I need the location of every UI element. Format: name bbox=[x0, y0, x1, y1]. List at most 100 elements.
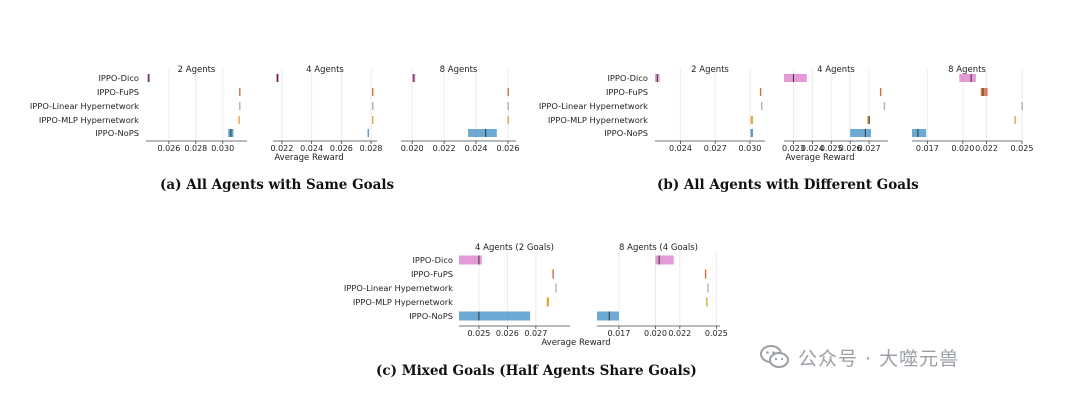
category-label-ippo-nops: IPPO-NoPS bbox=[604, 128, 648, 138]
box-ippo-fups bbox=[372, 88, 374, 96]
box-ippo-linear-hypernetwork bbox=[507, 102, 509, 110]
box-ippo-linear-hypernetwork bbox=[761, 102, 763, 110]
tick-label: 0.026 bbox=[330, 144, 353, 153]
panel-title: 4 Agents bbox=[817, 65, 855, 75]
box-ippo-mlp-hypernetwork bbox=[706, 297, 708, 307]
panel-title: 8 Agents bbox=[948, 65, 986, 75]
panel-2-agents: 0.024 0.027 0.030 2 Agents bbox=[655, 65, 765, 153]
panel-title: 2 Agents bbox=[691, 65, 729, 75]
panel-8-agents: 0.020 0.022 0.024 0.026 8 Agents bbox=[401, 65, 520, 153]
chart-a: IPPO-Dico IPPO-FuPS IPPO-Linear Hypernetwo… bbox=[30, 65, 520, 163]
tick-label: 0.025 bbox=[1011, 144, 1034, 153]
box-ippo-nops bbox=[468, 129, 497, 137]
panel-title: 4 Agents (2 Goals) bbox=[475, 243, 554, 253]
category-label-ippo-linear-hypernetwork: IPPO-Linear Hypernetwork bbox=[539, 101, 648, 111]
box-ippo-dico bbox=[459, 255, 482, 265]
category-label-ippo-fups: IPPO-FuPS bbox=[97, 87, 139, 97]
category-label-ippo-linear-hypernetwork: IPPO-Linear Hypernetwork bbox=[30, 101, 139, 111]
panel-title: 8 Agents bbox=[440, 65, 478, 75]
chart-c: IPPO-Dico IPPO-FuPS IPPO-Linear Hypernetwo… bbox=[344, 243, 728, 348]
tick-label: 0.030 bbox=[211, 144, 234, 153]
tick-label: 0.022 bbox=[975, 144, 998, 153]
category-label-ippo-dico: IPPO-Dico bbox=[607, 73, 648, 83]
tick-label: 0.028 bbox=[184, 144, 207, 153]
wechat-icon bbox=[760, 345, 789, 368]
tick-label: 0.027 bbox=[858, 144, 881, 153]
tick-label: 0.020 bbox=[401, 144, 424, 153]
box-ippo-nops bbox=[367, 129, 369, 137]
tick-label: 0.026 bbox=[839, 144, 862, 153]
x-axis-label: Average Reward bbox=[785, 153, 854, 163]
category-label-ippo-nops: IPPO-NoPS bbox=[95, 128, 139, 138]
category-label-ippo-fups: IPPO-FuPS bbox=[411, 269, 453, 279]
x-axis-label: Average Reward bbox=[541, 338, 610, 348]
panel-title: 8 Agents (4 Goals) bbox=[619, 243, 698, 253]
box-ippo-mlp-hypernetwork bbox=[372, 116, 374, 124]
tick-label: 0.025 bbox=[705, 329, 728, 338]
category-label-ippo-fups: IPPO-FuPS bbox=[606, 87, 648, 97]
tick-label: 0.030 bbox=[738, 144, 761, 153]
tick-label: 0.022 bbox=[433, 144, 456, 153]
box-ippo-fups bbox=[507, 88, 509, 96]
box-ippo-mlp-hypernetwork bbox=[546, 297, 550, 307]
panel-8-agents-4-goals: 0.017 0.020 0.022 0.025 8 Agents (4 Goals) bbox=[597, 243, 728, 338]
tick-label: 0.017 bbox=[607, 329, 630, 338]
tick-label: 0.024 bbox=[300, 144, 323, 153]
box-ippo-mlp-hypernetwork bbox=[750, 116, 753, 124]
tick-label: 0.020 bbox=[951, 144, 974, 153]
tick-label: 0.026 bbox=[157, 144, 180, 153]
caption-b: (b) All Agents with Different Goals bbox=[657, 177, 919, 193]
tick-label: 0.026 bbox=[497, 144, 520, 153]
caption-c: (c) Mixed Goals (Half Agents Share Goals… bbox=[376, 363, 697, 379]
box-ippo-linear-hypernetwork bbox=[555, 283, 557, 293]
watermark: 公众号 · 大噬元兽 bbox=[760, 342, 959, 372]
box-ippo-fups bbox=[239, 88, 241, 96]
box-ippo-fups bbox=[980, 88, 988, 96]
tick-label: 0.027 bbox=[524, 329, 547, 338]
tick-label: 0.023 bbox=[782, 144, 805, 153]
box-ippo-dico bbox=[655, 255, 674, 265]
tick-label: 0.025 bbox=[820, 144, 843, 153]
tick-label: 0.025 bbox=[467, 329, 490, 338]
panel-8-agents: 0.017 0.020 0.022 0.025 8 Agents bbox=[912, 65, 1033, 153]
box-ippo-linear-hypernetwork bbox=[707, 283, 709, 293]
panel-4-agents-2-goals: 0.025 0.026 0.027 4 Agents (2 Goals) bbox=[459, 243, 570, 338]
watermark-text: 公众号 · 大噬元兽 bbox=[798, 347, 960, 370]
box-ippo-dico bbox=[959, 74, 976, 82]
box-ippo-fups bbox=[552, 269, 554, 279]
box-ippo-mlp-hypernetwork bbox=[1014, 116, 1016, 124]
box-ippo-mlp-hypernetwork bbox=[238, 116, 240, 124]
box-ippo-linear-hypernetwork bbox=[1021, 102, 1023, 110]
category-label-ippo-mlp-hypernetwork: IPPO-MLP Hypernetwork bbox=[39, 115, 139, 125]
category-label-ippo-nops: IPPO-NoPS bbox=[409, 311, 453, 321]
panel-2-agents: 0.026 0.028 0.030 2 Agents bbox=[146, 65, 247, 153]
tick-label: 0.027 bbox=[704, 144, 727, 153]
box-ippo-nops bbox=[459, 311, 531, 321]
box-ippo-nops bbox=[597, 311, 619, 321]
box-ippo-nops bbox=[850, 129, 871, 137]
box-ippo-linear-hypernetwork bbox=[239, 102, 241, 110]
category-label-ippo-dico: IPPO-Dico bbox=[412, 255, 453, 265]
box-ippo-dico bbox=[784, 74, 807, 82]
box-ippo-mlp-hypernetwork bbox=[507, 116, 509, 124]
tick-label: 0.022 bbox=[270, 144, 293, 153]
panel-4-agents: 0.022 0.024 0.026 0.028 4 Agents bbox=[270, 65, 382, 153]
tick-label: 0.028 bbox=[360, 144, 383, 153]
tick-label: 0.022 bbox=[668, 329, 691, 338]
box-ippo-linear-hypernetwork bbox=[372, 102, 374, 110]
category-label-ippo-mlp-hypernetwork: IPPO-MLP Hypernetwork bbox=[353, 297, 453, 307]
box-ippo-fups bbox=[704, 269, 707, 279]
x-axis-label: Average Reward bbox=[274, 153, 343, 163]
box-ippo-nops bbox=[750, 129, 753, 137]
caption-a: (a) All Agents with Same Goals bbox=[160, 177, 395, 193]
tick-label: 0.024 bbox=[465, 144, 488, 153]
box-ippo-nops bbox=[912, 129, 927, 137]
category-label-ippo-dico: IPPO-Dico bbox=[98, 73, 139, 83]
chart-b: IPPO-Dico IPPO-FuPS IPPO-Linear Hypernetwo… bbox=[539, 65, 1034, 163]
category-label-ippo-mlp-hypernetwork: IPPO-MLP Hypernetwork bbox=[548, 115, 648, 125]
tick-label: 0.024 bbox=[669, 144, 692, 153]
panel-title: 4 Agents bbox=[306, 65, 344, 75]
tick-label: 0.017 bbox=[916, 144, 939, 153]
tick-label: 0.026 bbox=[496, 329, 519, 338]
